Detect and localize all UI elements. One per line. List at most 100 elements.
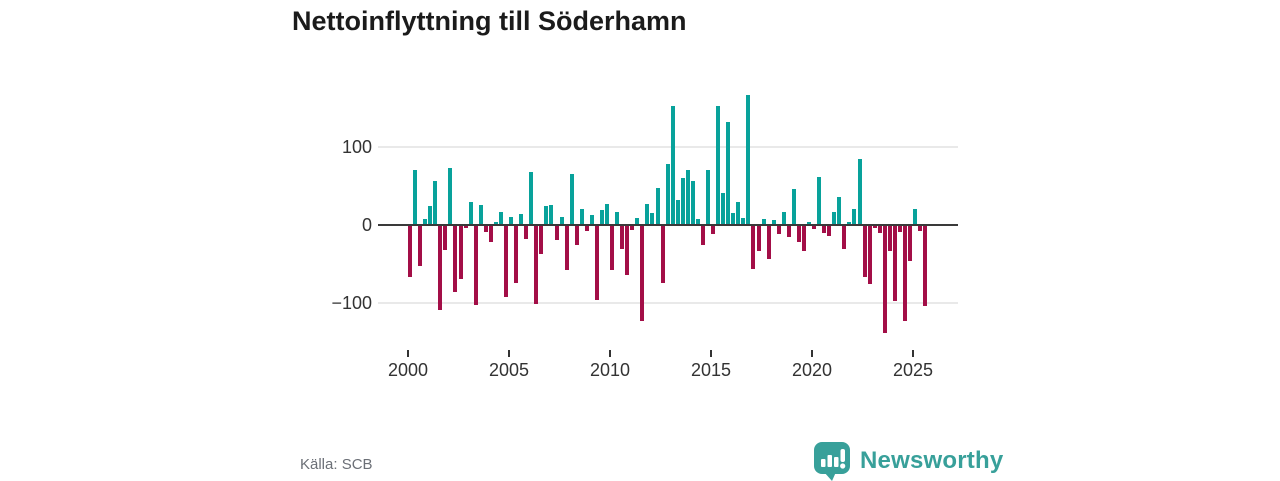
bar <box>761 219 766 224</box>
bar <box>564 226 569 271</box>
bar <box>680 177 685 224</box>
bar <box>503 226 508 297</box>
bar <box>700 226 705 246</box>
bar <box>716 106 720 224</box>
bar <box>711 226 715 234</box>
bar <box>509 217 513 224</box>
bar <box>695 218 700 224</box>
x-tick-label: 2000 <box>387 360 429 380</box>
bar <box>438 226 443 310</box>
bar <box>473 226 478 305</box>
x-tick-label: 2020 <box>791 360 833 380</box>
bar <box>488 226 493 243</box>
bar <box>650 213 655 224</box>
source-label: Källa: SCB <box>300 456 373 473</box>
zero-axis-line <box>378 224 958 226</box>
bar <box>872 226 877 229</box>
bar <box>913 208 917 224</box>
bar <box>574 226 579 246</box>
x-tick-mark <box>407 350 409 357</box>
bar <box>655 188 660 224</box>
bar <box>756 226 761 251</box>
x-tick-label: 2010 <box>589 360 631 380</box>
y-tick-label: 0 <box>361 215 372 235</box>
bar <box>877 226 882 233</box>
x-tick-mark <box>912 350 914 357</box>
bar <box>645 203 650 224</box>
bar <box>842 226 847 249</box>
bar <box>620 226 625 250</box>
x-tick-mark <box>609 350 611 357</box>
bar <box>902 226 907 321</box>
bar <box>529 172 534 224</box>
bar <box>498 212 503 224</box>
bar <box>443 226 448 250</box>
bar <box>579 209 584 224</box>
bar <box>897 226 902 233</box>
bar <box>721 193 726 224</box>
bar <box>796 226 801 242</box>
bar <box>847 221 852 224</box>
bar <box>726 121 731 224</box>
bar <box>463 226 468 229</box>
newsworthy-bubble-chart-icon <box>813 441 851 481</box>
bar <box>706 169 710 225</box>
bar <box>867 226 872 285</box>
brand-logo: Newsworthy <box>813 441 1003 481</box>
gridline-minus-100 <box>378 302 958 304</box>
bar <box>453 226 458 292</box>
bar <box>493 221 498 224</box>
bar <box>544 206 549 224</box>
bar <box>786 226 791 237</box>
bar <box>887 226 892 251</box>
bar <box>837 196 842 224</box>
bar <box>766 226 771 259</box>
bar <box>801 226 806 251</box>
bar <box>807 222 811 224</box>
x-tick-label: 2005 <box>488 360 530 380</box>
bar <box>554 226 559 240</box>
bar <box>433 180 438 224</box>
bar <box>408 226 412 278</box>
bar <box>418 226 423 266</box>
bar <box>610 226 614 271</box>
bar <box>423 219 428 224</box>
bar <box>605 203 609 224</box>
bar <box>413 169 418 225</box>
bar <box>589 214 594 224</box>
bar <box>746 95 751 224</box>
bar <box>458 226 463 279</box>
bar <box>519 213 524 224</box>
bar <box>857 158 862 224</box>
x-tick-mark <box>811 350 813 357</box>
bar <box>832 211 837 224</box>
bar <box>599 210 604 225</box>
bar <box>594 226 599 301</box>
bar <box>478 205 483 224</box>
bar <box>635 217 640 224</box>
gridline-100 <box>378 146 958 148</box>
bar <box>751 226 756 269</box>
bar <box>675 200 680 224</box>
bar <box>660 226 665 283</box>
x-tick-mark <box>710 350 712 357</box>
y-tick-label: −100 <box>331 293 372 313</box>
bar <box>791 189 796 224</box>
x-tick-label: 2025 <box>892 360 934 380</box>
bar <box>736 201 741 224</box>
bar <box>690 181 695 224</box>
bar <box>731 213 736 224</box>
bar <box>817 176 821 224</box>
bar <box>685 169 690 225</box>
bar <box>882 226 887 333</box>
bar <box>534 226 539 304</box>
bar <box>514 226 518 284</box>
bar <box>781 211 786 224</box>
bar <box>771 220 776 224</box>
bar <box>670 106 675 224</box>
bar <box>776 226 781 234</box>
bar <box>852 209 857 224</box>
bar <box>625 226 630 275</box>
bar <box>812 226 816 230</box>
